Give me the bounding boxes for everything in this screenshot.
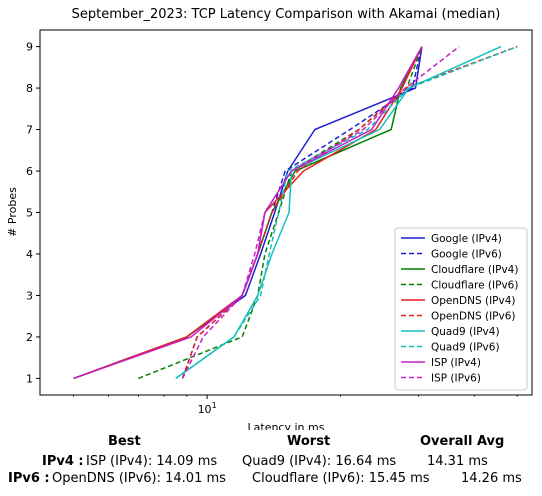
legend-label: ISP (IPv4) [431, 357, 481, 369]
legend-label: Google (IPv4) [431, 233, 502, 245]
ipv6-best-value: OpenDNS (IPv6): 14.01 ms [52, 471, 226, 486]
y-tick-label: 9 [26, 41, 33, 54]
legend-label: Google (IPv6) [431, 249, 502, 261]
legend-box [394, 227, 528, 391]
ipv4-row-label: IPv4 : [42, 454, 84, 469]
series-line [175, 45, 518, 380]
series-line [138, 46, 423, 380]
series-lines [73, 45, 518, 380]
ipv4-overall-value: 14.31 ms [427, 454, 488, 469]
x-axis-ticks: 101 [73, 395, 518, 416]
overall-header: Overall Avg [420, 434, 505, 449]
legend-label: Quad9 (IPv6) [431, 342, 500, 354]
plot-frame [39, 29, 533, 396]
chart-title: September_2023: TCP Latency Comparison w… [72, 7, 501, 22]
legend-label: Quad9 (IPv4) [431, 326, 500, 338]
worst-header: Worst [287, 434, 331, 449]
latency-chart: September_2023: TCP Latency Comparison w… [6, 7, 533, 430]
legend-label: ISP (IPv6) [431, 373, 481, 385]
y-tick-label: 1 [26, 372, 33, 385]
y-tick-label: 6 [26, 165, 33, 178]
legend: Google (IPv4) Google (IPv6) Cloudflare (IP… [394, 227, 528, 391]
ipv6-overall-value: 14.26 ms [461, 471, 522, 486]
best-header: Best [108, 434, 141, 449]
x-axis-label: Latency in ms [248, 421, 325, 430]
legend-label: Cloudflare (IPv4) [431, 264, 518, 276]
legend-label: OpenDNS (IPv4) [431, 295, 516, 307]
y-tick-label: 3 [26, 289, 33, 302]
y-tick-label: 8 [26, 82, 33, 95]
y-tick-label: 4 [26, 248, 33, 261]
ipv4-worst-value: Quad9 (IPv4): 16.64 ms [242, 454, 397, 469]
series-line [181, 45, 518, 379]
ipv6-row-label: IPv6 : [8, 471, 50, 486]
y-tick-label: 5 [26, 207, 33, 220]
series-line [73, 46, 423, 380]
ipv4-best-value: ISP (IPv4): 14.09 ms [86, 454, 218, 469]
legend-label: Cloudflare (IPv6) [431, 280, 518, 292]
legend-label: OpenDNS (IPv6) [431, 311, 516, 323]
ipv6-worst-value: Cloudflare (IPv6): 15.45 ms [252, 471, 430, 486]
series-line [175, 45, 502, 380]
y-tick-label: 2 [26, 331, 33, 344]
y-axis-ticks: 1 2 3 4 5 6 7 8 9 [26, 41, 40, 385]
y-axis-label: # Probes [6, 187, 19, 237]
x-tick-label: 101 [198, 401, 217, 416]
y-tick-label: 7 [26, 124, 33, 137]
series-line [181, 46, 460, 379]
